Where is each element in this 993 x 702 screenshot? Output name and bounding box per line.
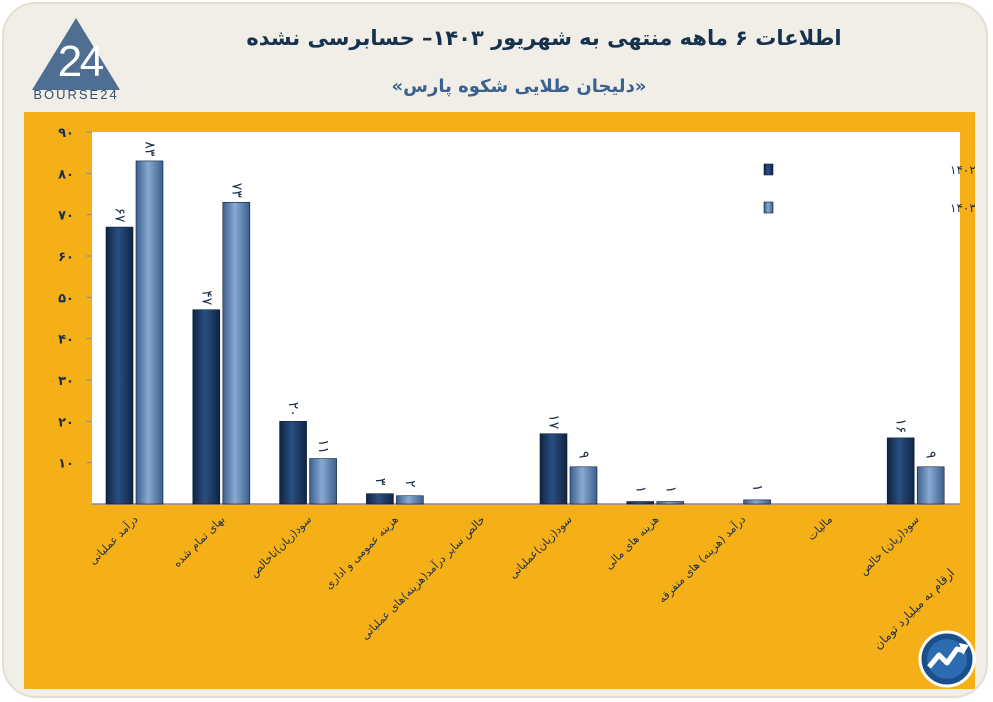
bar-value-label: ۶۷: [112, 208, 128, 224]
svg-text:4: 4: [80, 37, 104, 86]
x-category-label: سود(زیان) خالص: [857, 513, 922, 578]
bar-series2-4: [396, 495, 424, 505]
bar-value-label: ۲۰: [285, 402, 301, 417]
company-subtitle: «دلیجان طلایی شکوه پارس»: [391, 76, 647, 97]
legend-swatch-1: [763, 163, 774, 176]
bar-series2-7: [656, 501, 685, 505]
chart-panel: ۱۰ ۲۰ ۳۰ ۴۰ ۵۰ ۶۰ ۷۰ ۸۰ ۹۰ ۶۷ ۸۳ ۴۷ ۷۳ ۲۰ ۱۱ ۳ ۲ ۱۷ ۹ ۱ ۱ ۱ ۱…: [24, 112, 975, 689]
bar-value-label: ۱: [632, 486, 648, 494]
bar-value-label: ۷۳: [228, 183, 244, 199]
legend-swatch-2: [763, 201, 774, 214]
bar-value-label: ۳: [372, 478, 388, 486]
plot-area: [92, 132, 960, 504]
bar-series1-3: [279, 421, 307, 505]
chart-legend: عملکرد منتهی به شهریور۱۴۰۲ عملکرد منتهی ب…: [763, 163, 975, 216]
bar-series1-6: [539, 433, 568, 505]
bar-value-label: ۱۷: [546, 414, 562, 430]
bar-series2-10: [916, 466, 945, 505]
bourse24-logo-icon: 2 4: [32, 18, 120, 90]
bar-series1-1: [105, 226, 134, 505]
x-category-label: بهای تمام شده: [171, 513, 228, 570]
y-tick-label: ۹۰: [58, 126, 74, 141]
page-title: اطلاعات ۶ ماهه منتهی به شهریور ۱۴۰۳– حسا…: [246, 26, 842, 50]
bar-value-label: ۱۶: [893, 418, 909, 433]
bar-series1-7: [626, 501, 655, 505]
x-category-label: هزینه های مالی: [602, 513, 661, 572]
bar-value-label: ۴۷: [198, 290, 214, 306]
bar-value-label: ۹: [923, 451, 939, 459]
bar-series2-3: [309, 458, 337, 505]
svg-text:2: 2: [58, 37, 82, 86]
bar-value-label: ۲: [402, 480, 418, 488]
logo-text: BOURSE24: [33, 87, 119, 102]
x-category-label: درآمد (هزینه) های متفرقه: [655, 512, 748, 605]
bar-series1-2: [192, 309, 221, 505]
bar-series2-1: [135, 160, 164, 505]
bar-series1-4: [366, 493, 394, 505]
bar-series2-6: [569, 466, 598, 505]
x-category-label: سود(زیان)عملیاتی: [506, 513, 574, 581]
x-category-label: سود(زیان)ناخالص: [247, 513, 314, 580]
y-tick-label: ۵۰: [58, 291, 74, 306]
bar-value-label: ۱۱: [315, 439, 331, 454]
bar-series2-8: [743, 499, 771, 505]
bar-value-label: ۹: [576, 451, 592, 459]
bar-series1-10: [886, 437, 915, 505]
bar-value-label: ۱: [662, 486, 678, 494]
y-tick-label: ۸۰: [58, 167, 74, 182]
bar-value-label: ۸۳: [142, 141, 158, 157]
bar-value-label: ۱: [749, 484, 765, 492]
x-category-label: مالیات: [805, 513, 835, 543]
y-tick-label: ۱۰: [58, 457, 74, 472]
x-category-label: درآمد عملیاتی: [86, 512, 141, 567]
y-tick-label: ۳۰: [58, 374, 74, 389]
bar-series2-2: [222, 201, 251, 505]
legend-label-1: عملکرد منتهی به شهریور۱۴۰۲: [950, 163, 975, 178]
trend-line-icon: [918, 630, 976, 688]
y-tick-label: ۶۰: [58, 250, 74, 265]
y-tick-label: ۴۰: [58, 333, 74, 348]
y-tick-label: ۷۰: [58, 209, 74, 224]
x-category-label: هزینه عمومی و اداری: [322, 513, 401, 592]
y-tick-label: ۲۰: [58, 415, 74, 430]
